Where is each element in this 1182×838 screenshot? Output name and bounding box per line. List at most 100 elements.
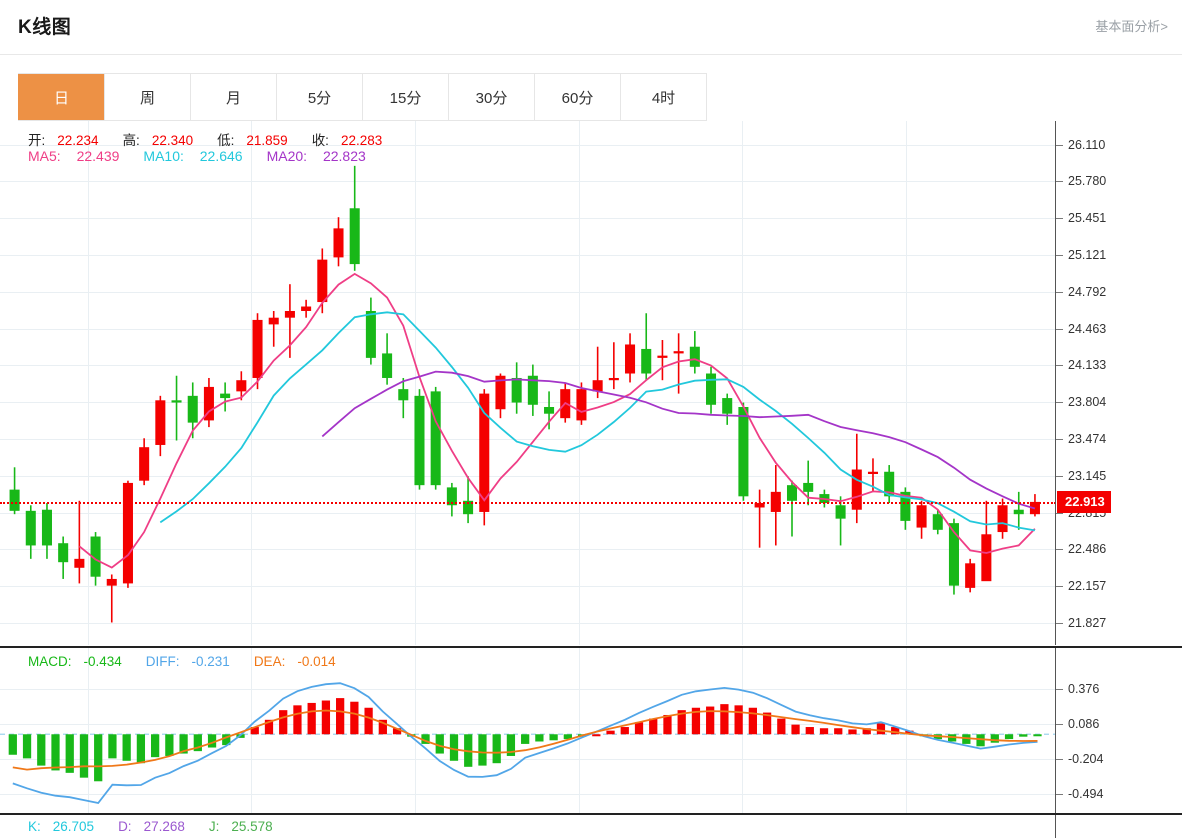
price-axis-tick	[1056, 622, 1063, 624]
price-axis-label: 24.463	[1068, 321, 1107, 336]
macd-gridline-vertical	[88, 648, 89, 813]
tab-3[interactable]: 5分	[276, 74, 362, 120]
price-axis-label: 21.827	[1068, 615, 1107, 630]
dea-line	[12, 709, 1038, 771]
tab-label: 日	[53, 89, 69, 107]
macd-plot-area[interactable]: MACD: -0.434 DIFF: -0.231 DEA: -0.014	[0, 648, 1056, 813]
price-gridline	[0, 475, 1055, 477]
price-gridline	[0, 365, 1055, 367]
candlestick-series	[9, 165, 1040, 623]
price-axis-label: 25.121	[1068, 248, 1107, 263]
macd-axis-label: -0.494	[1068, 786, 1104, 801]
price-axis-label: 24.133	[1068, 358, 1107, 373]
macd-axis-label: 0.376	[1068, 681, 1100, 696]
price-gridline	[0, 328, 1055, 330]
price-gridline-vertical	[742, 121, 743, 645]
kdj-j-label: J:	[208, 819, 220, 834]
diff-line	[12, 682, 1038, 804]
price-gridline	[0, 549, 1055, 551]
macd-axis-label: -0.204	[1068, 751, 1104, 766]
ma20-line	[321, 370, 1036, 510]
current-price-badge: 22.913	[1057, 490, 1111, 513]
price-axis-tick	[1056, 291, 1063, 293]
tab-6[interactable]: 60分	[534, 74, 620, 120]
price-axis-label: 23.145	[1068, 468, 1107, 483]
macd-gridline-vertical	[579, 648, 580, 813]
page-title: K线图	[18, 17, 72, 38]
kdj-k-label: K:	[28, 819, 41, 834]
macd-axis-tick	[1056, 723, 1063, 725]
price-axis-label: 23.474	[1068, 431, 1107, 446]
price-gridline	[0, 181, 1055, 183]
tab-label: 60分	[561, 89, 594, 107]
price-axis-tick	[1056, 255, 1063, 257]
price-gridline	[0, 255, 1055, 257]
price-axis-tick	[1056, 402, 1063, 404]
price-axis-tick	[1056, 585, 1063, 587]
kdj-axis	[1056, 815, 1182, 838]
kdj-panel: K: 26.705 D: 27.268 J: 25.578	[0, 813, 1182, 838]
macd-gridline	[0, 723, 1055, 725]
kdj-d-value: 27.268	[143, 819, 185, 834]
tab-label: 4时	[651, 89, 676, 107]
price-axis-label: 22.486	[1068, 542, 1107, 557]
price-axis-tick	[1056, 218, 1063, 220]
price-gridline-vertical	[906, 121, 907, 645]
price-axis-tick	[1056, 181, 1063, 183]
price-gridline	[0, 512, 1055, 514]
tab-1[interactable]: 周	[104, 74, 190, 120]
price-axis-tick	[1056, 365, 1063, 367]
chart-frame: 开: 22.234 高: 22.340 低: 21.859 收: 22.283 MA5: 22…	[0, 121, 1182, 838]
kdj-j-item: J: 25.578	[209, 819, 285, 834]
page-header: K线图 基本面分析>	[0, 0, 1182, 55]
price-gridline	[0, 291, 1055, 293]
kdj-k-item: K: 26.705	[28, 819, 106, 834]
tab-label: 15分	[389, 89, 422, 107]
tab-label: 周	[139, 89, 155, 107]
tab-7[interactable]: 4时	[620, 74, 706, 120]
fundamental-analysis-link[interactable]: 基本面分析>	[1095, 19, 1168, 34]
price-axis-label: 25.780	[1068, 174, 1107, 189]
price-axis-tick	[1056, 512, 1063, 514]
price-axis-tick	[1056, 438, 1063, 440]
price-axis-tick	[1056, 475, 1063, 477]
macd-axis-label: 0.086	[1068, 716, 1100, 731]
price-axis-label: 23.804	[1068, 395, 1107, 410]
tab-5[interactable]: 30分	[448, 74, 534, 120]
macd-axis-tick	[1056, 688, 1063, 690]
price-axis-tick	[1056, 549, 1063, 551]
price-plot-area[interactable]: 开: 22.234 高: 22.340 低: 21.859 收: 22.283 MA5: 22…	[0, 121, 1056, 645]
macd-axis-tick	[1056, 758, 1063, 760]
price-axis-label: 22.157	[1068, 578, 1107, 593]
kdj-j-value: 25.578	[231, 819, 273, 834]
macd-panel: MACD: -0.434 DIFF: -0.231 DEA: -0.014 0.376 0.…	[0, 646, 1182, 813]
price-gridline	[0, 144, 1055, 146]
tab-label: 月	[225, 89, 241, 107]
price-axis: 26.110 25.780 25.451 25.121 24.792 24.463 24.1…	[1056, 121, 1182, 645]
price-gridline	[0, 585, 1055, 587]
price-axis-label: 26.110	[1068, 137, 1106, 152]
price-gridline	[0, 402, 1055, 404]
tab-label: 30分	[475, 89, 508, 107]
timeframe-tabbar: 日 周 月 5分 15分 30分 60分 4时	[18, 73, 707, 121]
kdj-d-item: D: 27.268	[118, 819, 197, 834]
price-gridline	[0, 438, 1055, 440]
price-panel: 开: 22.234 高: 22.340 低: 21.859 收: 22.283 MA5: 22…	[0, 121, 1182, 645]
macd-axis-tick	[1056, 793, 1063, 795]
macd-histogram	[0, 682, 1055, 804]
tab-0[interactable]: 日	[18, 74, 104, 120]
price-axis-tick	[1056, 144, 1063, 146]
ma10-line	[159, 311, 1036, 532]
kdj-d-label: D:	[118, 819, 132, 834]
tab-2[interactable]: 月	[190, 74, 276, 120]
kdj-legend: K: 26.705 D: 27.268 J: 25.578	[28, 819, 297, 834]
tab-4[interactable]: 15分	[362, 74, 448, 120]
macd-gridline	[0, 793, 1055, 795]
kdj-plot-area[interactable]: K: 26.705 D: 27.268 J: 25.578	[0, 815, 1056, 838]
kdj-k-value: 26.705	[52, 819, 95, 834]
price-gridline-vertical	[251, 121, 252, 645]
price-gridline-vertical	[579, 121, 580, 645]
macd-gridline-vertical	[415, 648, 416, 813]
tab-label: 5分	[307, 89, 332, 107]
